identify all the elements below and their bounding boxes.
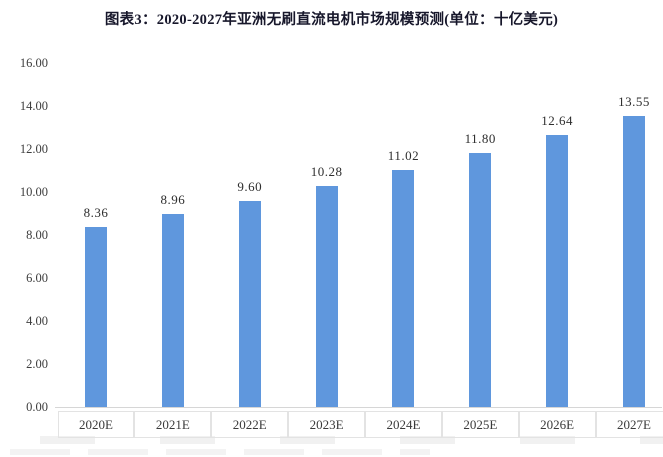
- bar-value-label: 13.55: [618, 93, 650, 109]
- y-axis-tick-label: 6.00: [26, 271, 48, 285]
- y-axis-tick-label: 0.00: [26, 400, 48, 414]
- x-axis-line: [55, 407, 662, 408]
- x-axis-category-cell-2023E: 2023E: [288, 411, 365, 438]
- x-axis-category-cell-2020E: 2020E: [57, 411, 135, 438]
- y-axis-tick-label: 4.00: [26, 314, 48, 328]
- y-axis-tick-label: 16.00: [19, 56, 48, 70]
- cropped-watermark-line: [10, 449, 430, 455]
- bar-value-label: 11.02: [387, 148, 420, 164]
- bar-value-label: 10.28: [310, 163, 343, 179]
- bar-2024E: [392, 170, 415, 407]
- bar-value-label: 9.60: [237, 178, 263, 194]
- x-axis-category-cell-2026E: 2026E: [518, 411, 596, 438]
- y-axis-tick-label: 10.00: [19, 185, 48, 199]
- bar-value-label: 8.36: [83, 205, 109, 221]
- y-axis-tick-label: 2.00: [26, 357, 48, 371]
- x-axis-category-cell-2025E: 2025E: [441, 411, 519, 438]
- x-axis-category-cell-2022E: 2022E: [211, 411, 289, 438]
- y-axis-tick-label: 8.00: [26, 228, 48, 242]
- bar-2026E: [546, 135, 569, 407]
- bar-2027E: [623, 115, 646, 407]
- bar-2025E: [469, 153, 492, 407]
- cropped-watermark-row: [0, 436, 663, 444]
- x-axis-category-cell-2021E: 2021E: [134, 411, 212, 438]
- y-axis-tick-label: 12.00: [19, 142, 48, 156]
- bar-2020E: [85, 227, 107, 407]
- bar-2021E: [161, 214, 184, 407]
- chart-title: 图表3：2020-2027年亚洲无刷直流电机市场规模预测(单位：十亿美元): [104, 12, 559, 28]
- bar-value-label: 11.80: [464, 131, 496, 147]
- bar-value-label: 12.64: [541, 113, 574, 129]
- y-axis-tick-label: 14.00: [19, 99, 48, 113]
- x-axis-category-cell-2024E: 2024E: [365, 411, 442, 438]
- x-axis-category-cell-2027E: 2027E: [595, 411, 663, 438]
- bar-value-label: 8.96: [160, 192, 186, 208]
- bar-2022E: [238, 200, 261, 407]
- bar-2023E: [315, 185, 338, 407]
